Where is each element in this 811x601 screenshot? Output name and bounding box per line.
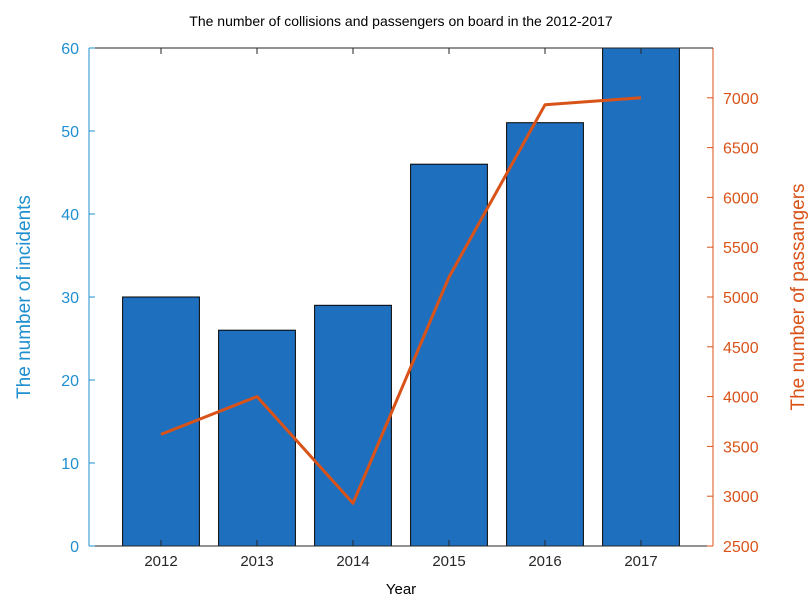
- y-tick-label-left: 60: [61, 41, 79, 58]
- bar-2014: [314, 304, 392, 547]
- plot-layer: 2012 2013 2014 2015 2016 2017 0 10 20 30 40 50 60 250…: [61, 41, 758, 570]
- y-tick-label-left: 40: [61, 207, 79, 224]
- bar-2017: [602, 47, 680, 547]
- bar-2016: [506, 122, 584, 547]
- x-tick-label: 2016: [528, 553, 561, 570]
- y-tick-label-right: 6500: [723, 141, 759, 158]
- y-tick-label-right: 3500: [723, 439, 759, 456]
- x-axis-label: Year: [386, 581, 416, 596]
- bar-2012: [122, 296, 200, 547]
- y-axis-label-right: The number of passangers: [788, 183, 809, 410]
- x-tick-label: 2017: [624, 553, 657, 570]
- bar-2013: [218, 329, 296, 547]
- y-axis-label-left: The number of incidents: [14, 195, 35, 399]
- y-tick-label-right: 5000: [723, 290, 759, 307]
- y-tick-label-left: 50: [61, 124, 79, 141]
- y-tick-label-left: 10: [61, 456, 79, 473]
- y-tick-label-right: 4500: [723, 340, 759, 357]
- x-tick-label: 2012: [144, 553, 177, 570]
- passengers-line: [160, 96, 642, 505]
- y-tick-label-right: 2500: [723, 539, 759, 556]
- chart-title: The number of collisions and passengers …: [189, 13, 613, 29]
- x-tick-label: 2013: [240, 553, 273, 570]
- y-tick-label-left: 0: [70, 539, 79, 556]
- y-tick-label-right: 6000: [723, 190, 759, 207]
- y-tick-label-right: 5500: [723, 240, 759, 257]
- y-tick-label-left: 30: [61, 290, 79, 307]
- x-tick-label: 2014: [336, 553, 369, 570]
- y-tick-label-left: 20: [61, 373, 79, 390]
- y-tick-label-right: 3000: [723, 489, 759, 506]
- bar-2015: [410, 163, 488, 547]
- x-tick-label: 2015: [432, 553, 465, 570]
- y-tick-label-right: 4000: [723, 390, 759, 407]
- y-tick-label-right: 7000: [723, 91, 759, 108]
